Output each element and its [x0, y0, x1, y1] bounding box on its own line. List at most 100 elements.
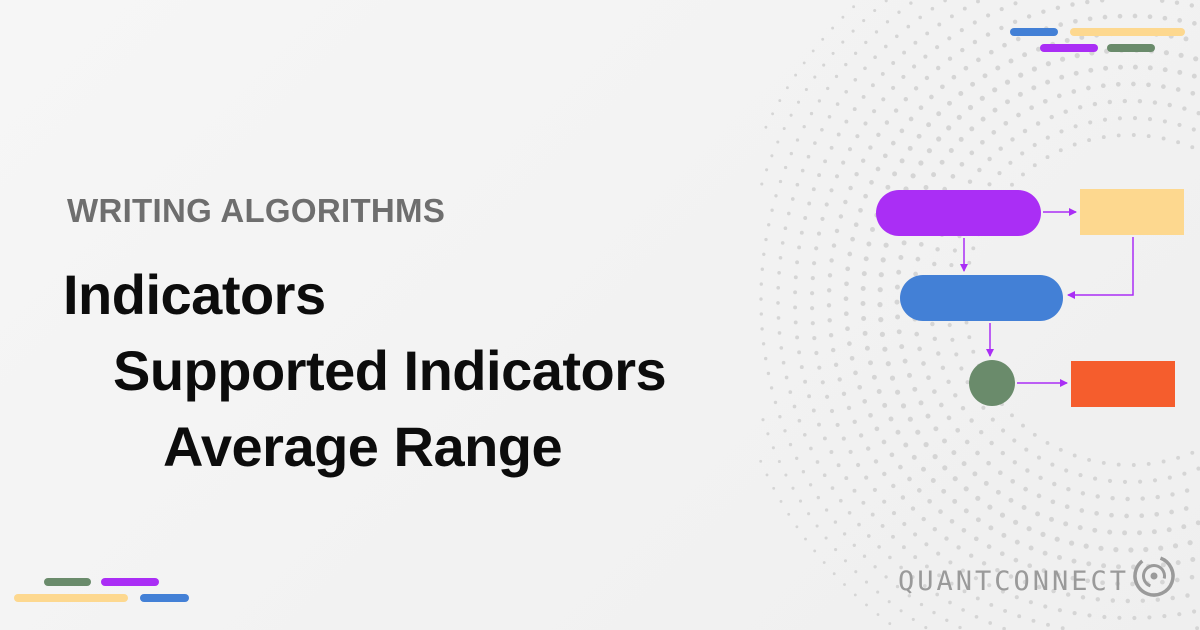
pattern-dot [1102, 117, 1108, 122]
pattern-dot [880, 71, 885, 76]
pattern-dot [1161, 84, 1166, 89]
pattern-dot [1131, 463, 1136, 467]
pattern-dot [890, 140, 896, 146]
pattern-dot [817, 99, 822, 103]
pattern-dot [895, 429, 901, 435]
pattern-dot [955, 427, 961, 433]
decor-bar-purple [1040, 44, 1098, 52]
pattern-dot [999, 7, 1004, 12]
pattern-dot [942, 465, 948, 471]
pattern-dot [1073, 70, 1079, 76]
pattern-dot [925, 413, 931, 419]
pattern-dot [948, 560, 953, 565]
pattern-dot [1160, 562, 1166, 568]
pattern-dot [932, 526, 938, 532]
pattern-dot [1101, 563, 1107, 569]
pattern-dot [1025, 468, 1030, 473]
pattern-dot [974, 614, 979, 619]
pattern-dot [826, 303, 832, 308]
pattern-dot [1189, 574, 1195, 580]
pattern-dot [1195, 520, 1200, 526]
pattern-dot [1190, 450, 1195, 455]
pattern-dot [802, 125, 806, 129]
pattern-dot [860, 301, 866, 306]
pattern-dot [1014, 595, 1019, 600]
pattern-dot [1196, 466, 1200, 471]
pattern-dot [980, 116, 986, 122]
pattern-dot [1000, 589, 1005, 594]
pattern-dot [895, 584, 900, 589]
pattern-dot [1147, 615, 1152, 620]
pattern-dot [948, 148, 954, 153]
pattern-dot [857, 384, 863, 390]
pattern-dot [820, 127, 824, 132]
pattern-dot [792, 404, 797, 409]
pattern-dot [847, 341, 852, 346]
pattern-dot [861, 500, 866, 505]
pattern-dot [949, 518, 955, 524]
pattern-dot [1162, 67, 1168, 73]
pattern-dot [992, 87, 998, 93]
pattern-dot [944, 536, 949, 541]
pattern-dot [811, 408, 816, 413]
page-title: Average Range [163, 415, 563, 478]
pattern-dot [1132, 64, 1138, 70]
pattern-dot [848, 449, 853, 454]
pattern-dot [863, 66, 867, 71]
pattern-dot [1024, 447, 1029, 452]
pattern-dot [1012, 460, 1018, 465]
pattern-dot [847, 510, 852, 515]
pattern-dot [1017, 614, 1022, 619]
pattern-dot [815, 460, 820, 464]
pattern-dot [1045, 155, 1050, 160]
pattern-dot [1013, 519, 1019, 525]
pattern-dot [827, 114, 832, 119]
flow-node-yellow [1080, 189, 1184, 235]
pattern-dot [821, 37, 825, 41]
pattern-dot [976, 57, 981, 63]
pattern-dot [829, 408, 835, 414]
pattern-dot [967, 335, 972, 340]
pattern-dot [1191, 73, 1197, 79]
pattern-dot [899, 609, 903, 613]
pattern-dot [1041, 568, 1047, 573]
pattern-dot [873, 8, 877, 13]
pattern-dot [1137, 98, 1143, 104]
pattern-dot [770, 208, 774, 212]
pattern-dot [831, 26, 835, 30]
pattern-dot [910, 575, 915, 579]
pattern-dot [997, 171, 1002, 176]
pattern-dot [878, 272, 884, 278]
pattern-dot [999, 551, 1005, 557]
pattern-dot [829, 258, 834, 263]
pattern-dot [1193, 56, 1199, 62]
pattern-dot [782, 126, 786, 131]
pattern-dot [1027, 563, 1033, 569]
pattern-dot [901, 545, 906, 550]
pattern-dot [958, 91, 964, 96]
pattern-dot [939, 159, 945, 165]
pattern-dot [863, 193, 868, 199]
pattern-dot [888, 622, 892, 626]
pattern-dot [1166, 527, 1172, 533]
pattern-dot [1031, 66, 1037, 72]
pattern-dot [804, 87, 808, 92]
pattern-dot [1177, 122, 1182, 127]
pattern-dot [902, 521, 907, 527]
pattern-dot [921, 516, 926, 522]
pattern-dot [789, 113, 793, 117]
pattern-dot [856, 462, 861, 468]
pattern-dot [917, 346, 922, 352]
pattern-dot [909, 1, 913, 5]
pattern-dot [764, 237, 768, 242]
pattern-dot [843, 311, 849, 317]
pattern-dot [784, 375, 789, 380]
pattern-dot [980, 139, 985, 145]
pattern-dot [1162, 614, 1167, 619]
pattern-dot [921, 361, 926, 366]
pattern-dot [813, 75, 817, 79]
pattern-dot [951, 74, 957, 80]
pattern-dot [975, 450, 980, 456]
pattern-dot [987, 156, 992, 162]
pattern-dot [932, 610, 936, 615]
